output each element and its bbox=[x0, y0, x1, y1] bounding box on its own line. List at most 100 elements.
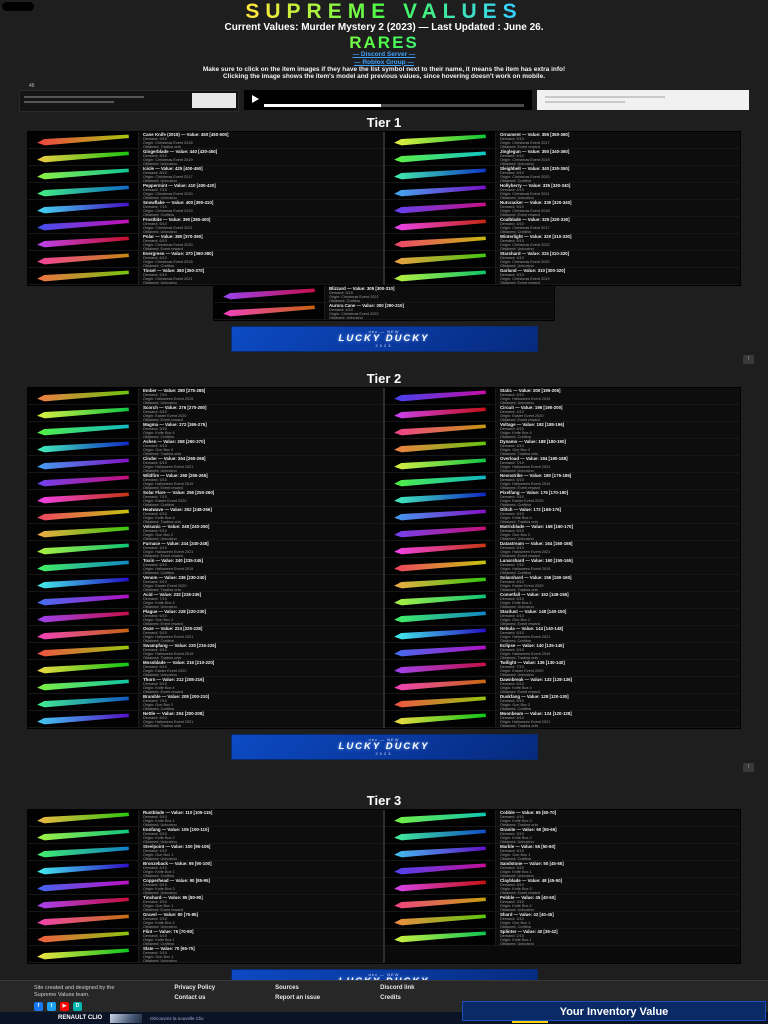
item-image[interactable] bbox=[385, 843, 496, 860]
embed-widget[interactable] bbox=[19, 89, 239, 112]
item-row[interactable]: Dawnbreak — Value: 132 [128-136] Demand: … bbox=[385, 676, 740, 694]
embed-thumbnail[interactable] bbox=[192, 92, 236, 108]
item-row[interactable]: Ashen — Value: 268 [260-270] Demand: 4/10… bbox=[28, 438, 383, 456]
item-image[interactable] bbox=[28, 523, 139, 540]
item-row[interactable]: Solar Flare — Value: 256 [250-260] Demand… bbox=[28, 489, 383, 507]
item-row[interactable]: Evergreen — Value: 370 [360-380] Demand: … bbox=[28, 250, 383, 268]
item-row[interactable]: Nutcracker — Value: 330 [320-340] Demand:… bbox=[385, 199, 740, 217]
item-image[interactable] bbox=[28, 877, 139, 894]
item-row[interactable]: Gingerblade — Value: 440 [430-450] Demand… bbox=[28, 148, 383, 166]
item-image[interactable] bbox=[28, 625, 139, 642]
item-row[interactable]: Aurora Cane — Value: 300 [290-310] Demand… bbox=[214, 302, 554, 320]
item-image[interactable] bbox=[385, 472, 496, 489]
item-row[interactable]: Ironfang — Value: 105 [100-110] Demand: 5… bbox=[28, 826, 383, 844]
item-image[interactable] bbox=[28, 608, 139, 625]
item-image[interactable] bbox=[28, 591, 139, 608]
item-row[interactable]: Peppermint — Value: 410 [400-420] Demand:… bbox=[28, 182, 383, 200]
item-image[interactable] bbox=[385, 710, 496, 727]
item-row[interactable]: Acid — Value: 232 [228-236] Demand: 7/10 O… bbox=[28, 591, 383, 609]
item-image[interactable] bbox=[385, 659, 496, 676]
item-row[interactable]: Datastream — Value: 164 [160-168] Demand:… bbox=[385, 540, 740, 558]
item-row[interactable]: Scorch — Value: 276 [270-280] Demand: 6/1… bbox=[28, 404, 383, 422]
item-image[interactable] bbox=[385, 591, 496, 608]
item-image[interactable] bbox=[28, 843, 139, 860]
item-image[interactable] bbox=[385, 438, 496, 455]
item-image[interactable] bbox=[385, 267, 496, 284]
item-row[interactable]: Moonbeam — Value: 124 [120-128] Demand: 4… bbox=[385, 710, 740, 728]
item-image[interactable] bbox=[28, 250, 139, 267]
item-image[interactable] bbox=[28, 455, 139, 472]
item-image[interactable] bbox=[385, 250, 496, 267]
item-image[interactable] bbox=[28, 860, 139, 877]
item-row[interactable]: Pixelfang — Value: 176 [170-180] Demand: … bbox=[385, 489, 740, 507]
item-row[interactable]: Steelpoint — Value: 100 [95-105] Demand: … bbox=[28, 843, 383, 861]
item-image[interactable] bbox=[28, 710, 139, 727]
item-row[interactable]: Furnace — Value: 244 [240-248] Demand: 4/… bbox=[28, 540, 383, 558]
item-row[interactable]: Tinshard — Value: 85 [80-90] Demand: 4/10… bbox=[28, 894, 383, 912]
item-image[interactable] bbox=[385, 809, 496, 826]
item-row[interactable]: Cobble — Value: 65 [60-70] Demand: 4/10 Or… bbox=[385, 809, 740, 827]
item-image[interactable] bbox=[28, 182, 139, 199]
item-row[interactable]: Circuit — Value: 196 [190-200] Demand: 4/… bbox=[385, 404, 740, 422]
back-to-top-icon[interactable]: ↑ bbox=[743, 762, 754, 772]
item-row[interactable]: Ember — Value: 280 [275-285] Demand: 7/10… bbox=[28, 387, 383, 405]
item-image[interactable] bbox=[385, 182, 496, 199]
item-image[interactable] bbox=[385, 148, 496, 165]
item-image[interactable] bbox=[28, 148, 139, 165]
item-image[interactable] bbox=[28, 894, 139, 911]
play-icon[interactable] bbox=[252, 94, 259, 103]
item-row[interactable]: Sleighbell — Value: 340 [330-350] Demand:… bbox=[385, 165, 740, 183]
inventory-value-button[interactable]: Your Inventory Value bbox=[462, 1001, 766, 1021]
item-image[interactable] bbox=[28, 438, 139, 455]
item-row[interactable]: Copperhead — Value: 90 [85-95] Demand: 5/… bbox=[28, 877, 383, 895]
item-image[interactable] bbox=[28, 387, 139, 404]
item-row[interactable]: Garland — Value: 310 [300-320] Demand: 4/… bbox=[385, 267, 740, 285]
item-row[interactable]: Frostbite — Value: 390 [380-400] Demand: … bbox=[28, 216, 383, 234]
item-image[interactable] bbox=[385, 233, 496, 250]
item-image[interactable] bbox=[385, 523, 496, 540]
item-row[interactable]: Clayblade — Value: 48 [45-50] Demand: 3/1… bbox=[385, 877, 740, 895]
item-row[interactable]: Icicle — Value: 425 [400-450] Demand: 8/1… bbox=[28, 165, 383, 183]
item-row[interactable]: Polar — Value: 380 [370-390] Demand: 6/10… bbox=[28, 233, 383, 251]
item-image[interactable] bbox=[214, 285, 325, 302]
item-image[interactable] bbox=[385, 574, 496, 591]
item-image[interactable] bbox=[28, 131, 139, 148]
promo-banner[interactable]: dev — NEW LUCKY DUCKY 2023 bbox=[230, 325, 538, 352]
item-row[interactable]: Sandstone — Value: 50 [45-55] Demand: 3/1… bbox=[385, 860, 740, 878]
item-image[interactable] bbox=[385, 540, 496, 557]
item-image[interactable] bbox=[385, 387, 496, 404]
item-row[interactable]: Jinglegun — Value: 350 [340-360] Demand: … bbox=[385, 148, 740, 166]
ad-frame[interactable] bbox=[537, 89, 749, 110]
item-image[interactable] bbox=[385, 693, 496, 710]
item-row[interactable]: Slate — Value: 70 [65-75] Demand: 3/10 Ori… bbox=[28, 945, 383, 963]
item-row[interactable]: Bramble — Value: 208 [200-210] Demand: 7/… bbox=[28, 693, 383, 711]
item-image[interactable] bbox=[385, 131, 496, 148]
item-row[interactable]: Solarshard — Value: 156 [150-160] Demand:… bbox=[385, 574, 740, 592]
roblox-group-link[interactable]: — Roblox Group — bbox=[354, 58, 414, 66]
item-image[interactable] bbox=[28, 404, 139, 421]
item-row[interactable]: Magma — Value: 272 [265-275] Demand: 5/10… bbox=[28, 421, 383, 439]
item-image[interactable] bbox=[28, 911, 139, 928]
item-image[interactable] bbox=[385, 489, 496, 506]
discord-icon[interactable]: D bbox=[73, 1002, 82, 1012]
promo-banner[interactable]: dev — NEW LUCKY DUCKY 2023 bbox=[230, 733, 538, 760]
item-row[interactable]: Bronzeback — Value: 95 [90-100] Demand: 4… bbox=[28, 860, 383, 878]
item-image[interactable] bbox=[385, 404, 496, 421]
item-image[interactable] bbox=[385, 455, 496, 472]
item-image[interactable] bbox=[385, 676, 496, 693]
item-row[interactable]: Static — Value: 200 [195-205] Demand: 5/1… bbox=[385, 387, 740, 405]
item-row[interactable]: Marble — Value: 55 [50-60] Demand: 4/10 Or… bbox=[385, 843, 740, 861]
item-image[interactable] bbox=[28, 642, 139, 659]
item-image[interactable] bbox=[385, 877, 496, 894]
item-row[interactable]: Flint — Value: 75 [70-80] Demand: 4/10 Ori… bbox=[28, 928, 383, 946]
twitter-icon[interactable]: t bbox=[47, 1002, 56, 1012]
item-row[interactable]: Neonstrike — Value: 180 [175-185] Demand:… bbox=[385, 472, 740, 490]
item-image[interactable] bbox=[28, 165, 139, 182]
item-row[interactable]: Snowflake — Value: 400 [390-410] Demand: … bbox=[28, 199, 383, 217]
item-image[interactable] bbox=[385, 928, 496, 945]
item-row[interactable]: Cane Knife (2018) — Value: 450 [450-500]… bbox=[28, 131, 383, 149]
item-row[interactable]: Splinter — Value: 40 [38-42] Demand: 2/10… bbox=[385, 928, 740, 946]
item-image[interactable] bbox=[28, 540, 139, 557]
item-image[interactable] bbox=[385, 421, 496, 438]
item-image[interactable] bbox=[385, 894, 496, 911]
